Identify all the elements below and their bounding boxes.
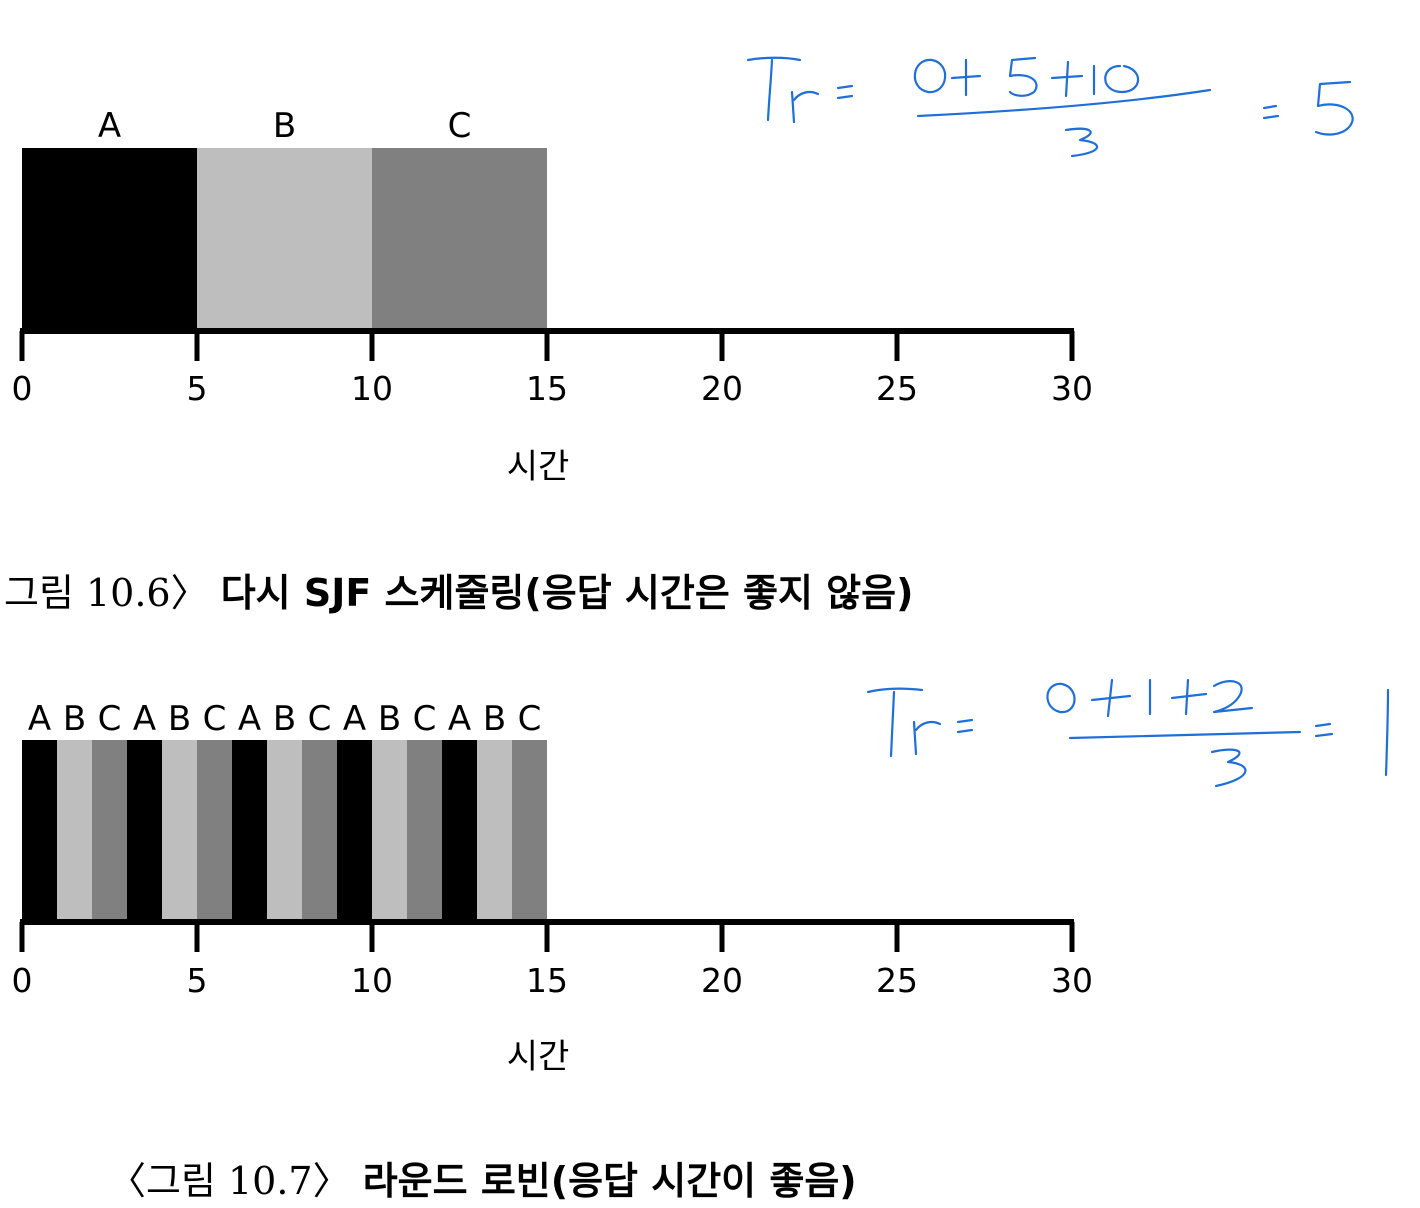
- x-tick-label-25: 25: [876, 961, 918, 1000]
- segment-label-6: A: [238, 699, 261, 739]
- sjf-gantt-chart: A B C 0 5 10 15 20 25 30 시간: [12, 106, 1094, 487]
- segment-label-0: A: [28, 699, 51, 739]
- segment-a-12: [442, 740, 477, 922]
- segment-label-7: B: [273, 699, 296, 739]
- segment-label-4: B: [168, 699, 191, 739]
- caption-paren: (응답 시간이 좋음): [550, 1159, 857, 1203]
- segment-b-1: [197, 148, 372, 331]
- x-tick-label-20: 20: [701, 961, 743, 1000]
- segment-c-2: [372, 148, 547, 331]
- x-tick-label-0: 0: [12, 369, 33, 408]
- segment-label-8: C: [308, 699, 332, 739]
- segment-label-14: C: [518, 699, 542, 739]
- segment-a-3: [127, 740, 162, 922]
- x-tick-label-10: 10: [351, 369, 393, 408]
- segment-c-2: [92, 740, 127, 922]
- segment-label-10: B: [378, 699, 401, 739]
- segment-a-0: [22, 148, 197, 331]
- caption-title: 다시 SJF 스케줄링: [220, 571, 525, 615]
- segment-label-13: B: [483, 699, 506, 739]
- figure-caption-sjf: 그림 10.6〉 다시 SJF 스케줄링(응답 시간은 좋지 않음): [4, 562, 913, 617]
- x-tick-label-15: 15: [526, 961, 568, 1000]
- caption-prefix: 〈그림 10.7〉: [108, 1159, 351, 1203]
- figure-caption-rr: 〈그림 10.7〉 라운드 로빈(응답 시간이 좋음): [108, 1150, 857, 1205]
- caption-prefix: 그림 10.6〉: [4, 571, 209, 615]
- x-tick-label-10: 10: [351, 961, 393, 1000]
- handwritten-annotation-rr: [866, 678, 1390, 788]
- segment-c-5: [197, 740, 232, 922]
- x-tick-label-25: 25: [876, 369, 918, 408]
- x-tick-label-20: 20: [701, 369, 743, 408]
- segment-b-7: [267, 740, 302, 922]
- segment-label-2: C: [448, 106, 472, 146]
- caption-paren: (응답 시간은 좋지 않음): [524, 571, 914, 615]
- x-tick-label-30: 30: [1051, 961, 1093, 1000]
- segment-label-3: A: [133, 699, 156, 739]
- segment-a-6: [232, 740, 267, 922]
- x-tick-label-30: 30: [1051, 369, 1093, 408]
- caption-title: 라운드 로빈: [362, 1159, 551, 1203]
- segment-a-9: [337, 740, 372, 922]
- segment-label-12: A: [448, 699, 471, 739]
- segment-c-11: [407, 740, 442, 922]
- segment-c-14: [512, 740, 547, 922]
- segment-label-1: B: [273, 106, 296, 146]
- handwritten-annotation-sjf: [746, 56, 1354, 158]
- x-tick-label-15: 15: [526, 369, 568, 408]
- segment-label-1: B: [63, 699, 86, 739]
- segment-a-0: [22, 740, 57, 922]
- segment-label-0: A: [98, 106, 121, 146]
- segment-b-10: [372, 740, 407, 922]
- x-tick-label-0: 0: [12, 961, 33, 1000]
- segment-b-13: [477, 740, 512, 922]
- segment-label-9: A: [343, 699, 366, 739]
- segment-label-11: C: [413, 699, 437, 739]
- x-axis-title: 시간: [507, 447, 570, 487]
- x-axis-title: 시간: [507, 1037, 570, 1077]
- segment-label-2: C: [98, 699, 122, 739]
- segment-b-4: [162, 740, 197, 922]
- x-tick-label-5: 5: [187, 369, 208, 408]
- segment-c-8: [302, 740, 337, 922]
- x-tick-label-5: 5: [187, 961, 208, 1000]
- segment-b-1: [57, 740, 92, 922]
- segment-label-5: C: [203, 699, 227, 739]
